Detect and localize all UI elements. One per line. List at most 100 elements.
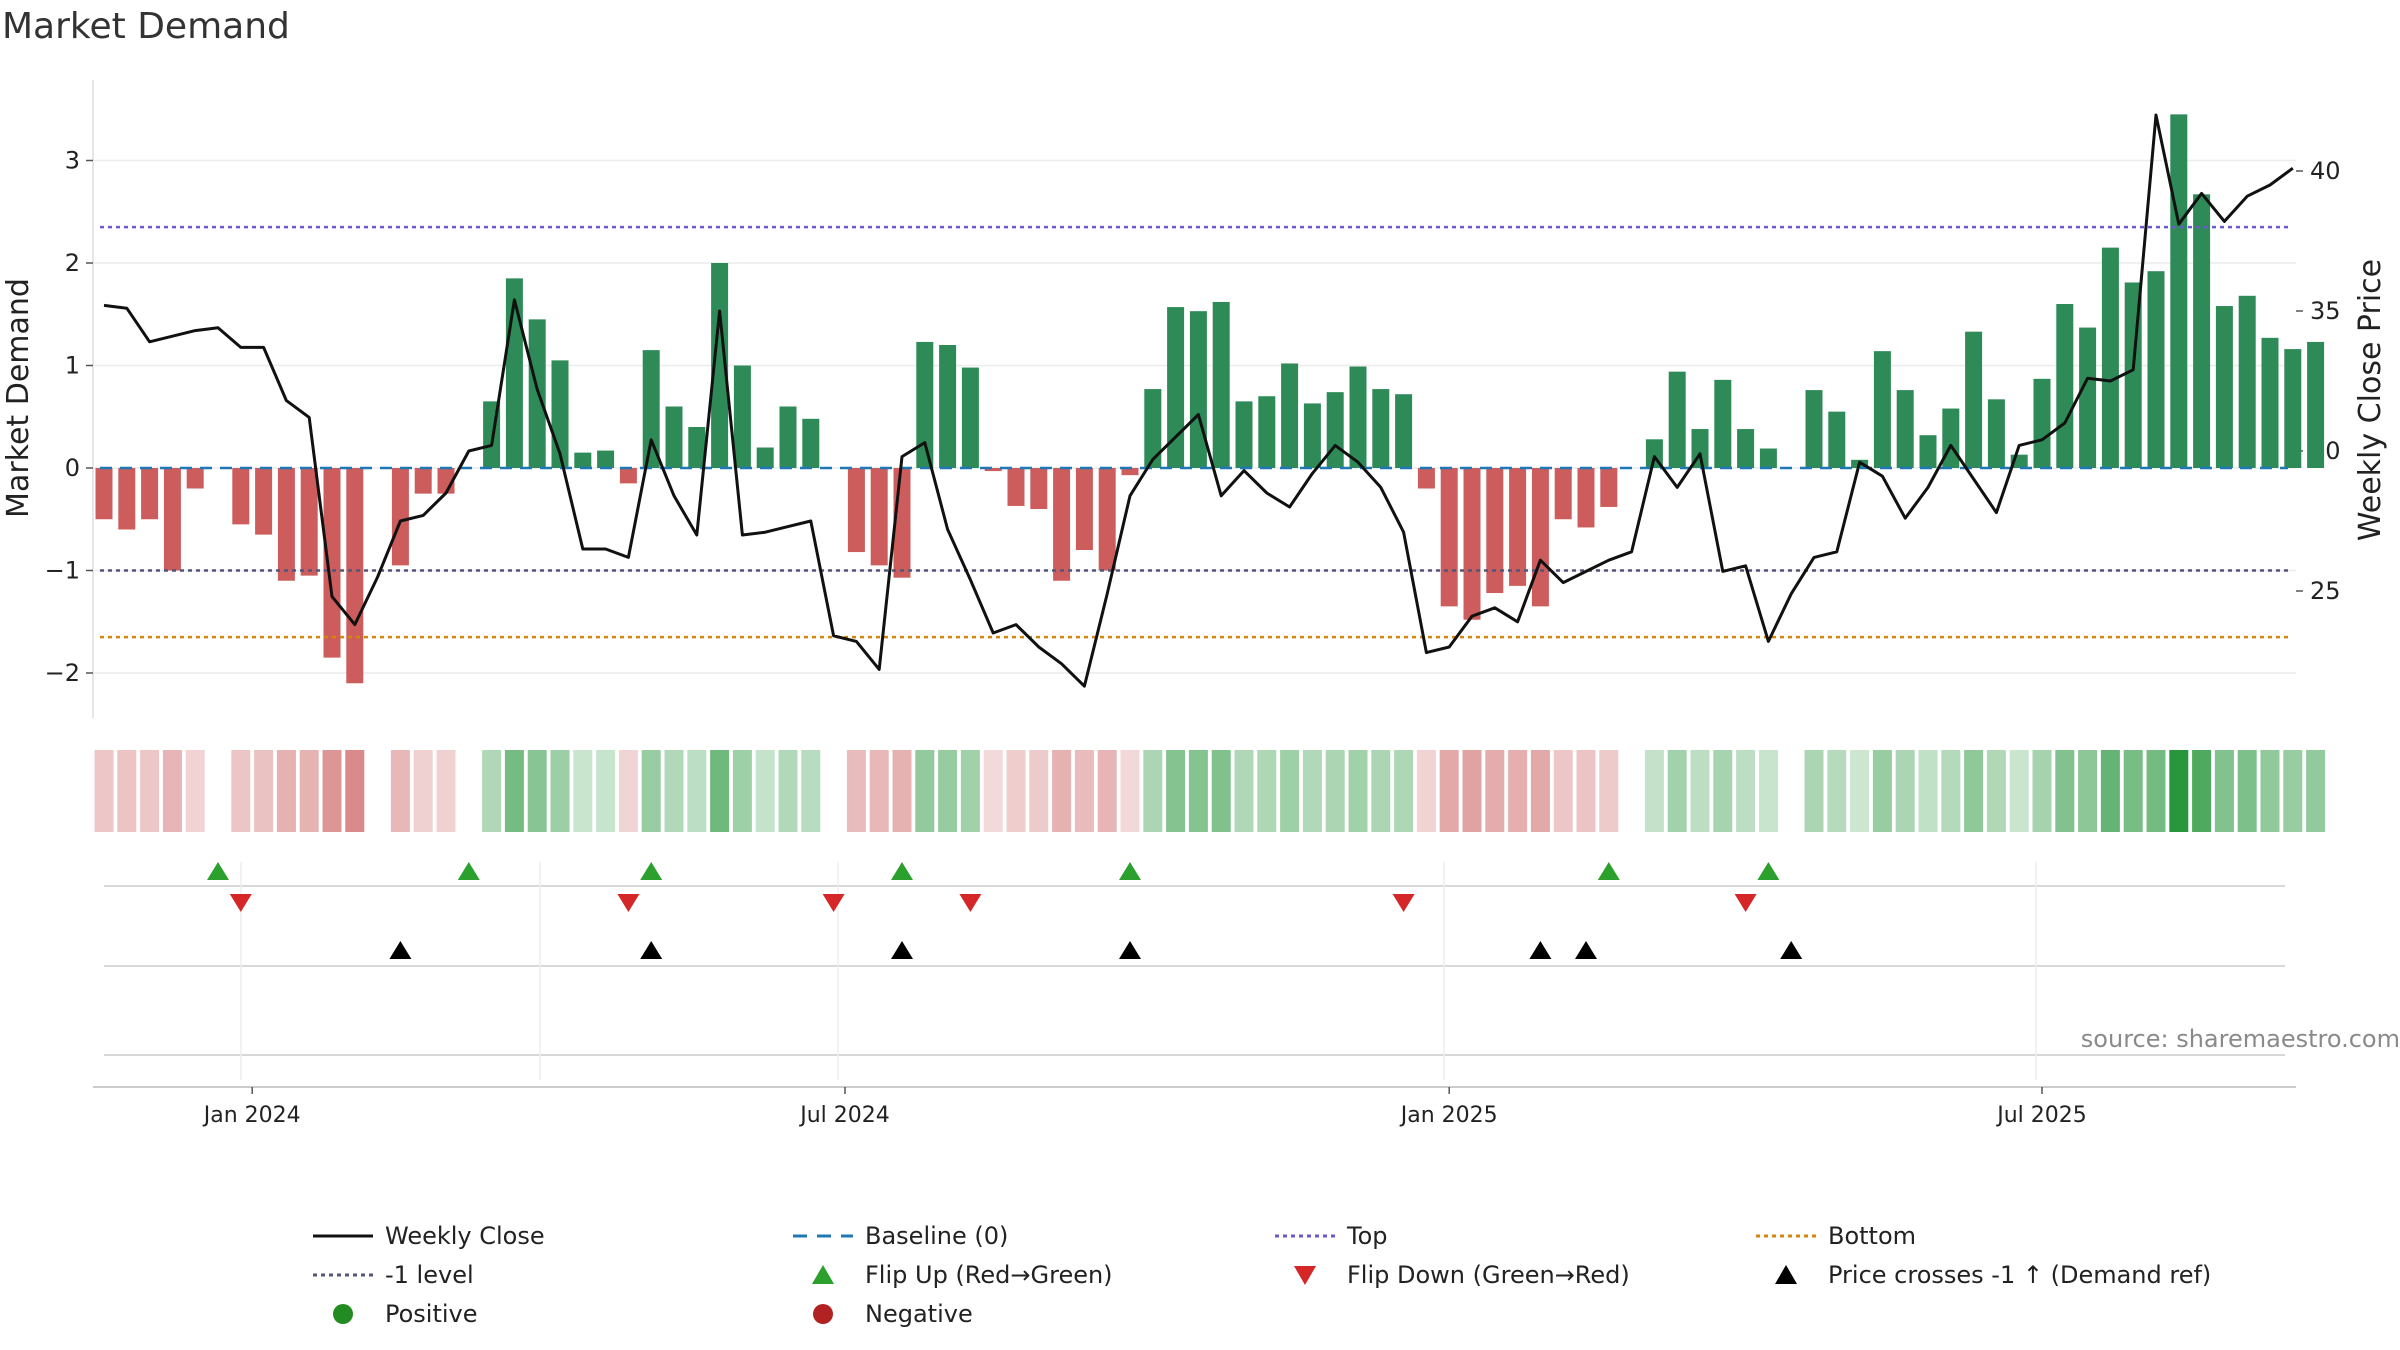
flip-up-marker (640, 862, 663, 880)
positive-demand-bar (1349, 366, 1367, 468)
heat-cell (1120, 750, 1140, 832)
x-tick-label: Jul 2024 (798, 1103, 890, 1128)
positive-demand-bar (2193, 194, 2211, 468)
negative-demand-bar (984, 468, 1002, 472)
legend-label: Flip Up (Red→Green) (865, 1261, 1113, 1289)
negative-demand-bar (118, 468, 136, 530)
heat-cell (846, 750, 866, 832)
heat-cell (710, 750, 730, 832)
legend-label: Weekly Close (385, 1222, 545, 1250)
negative-demand-bar (232, 468, 250, 525)
positive-demand-bar (1919, 435, 1937, 468)
heat-cell (1667, 750, 1687, 832)
negative-demand-bar (186, 468, 204, 489)
positive-demand-bar (802, 418, 820, 468)
positive-demand-bar (1896, 390, 1914, 468)
legend-label: Positive (385, 1300, 478, 1328)
y-tick-label-right: 35 (2310, 297, 2341, 325)
heat-cell (641, 750, 661, 832)
x-tick-label: Jan 2024 (202, 1103, 301, 1128)
positive-demand-bar (1714, 379, 1732, 468)
negative-demand-bar (255, 468, 273, 535)
negative-demand-bar (1007, 468, 1025, 506)
heat-cell (755, 750, 775, 832)
positive-demand-bar (2284, 349, 2302, 468)
heat-cell (2055, 750, 2075, 832)
positive-demand-bar (2033, 378, 2051, 468)
heat-cell (1576, 750, 1596, 832)
negative-demand-bar (1053, 468, 1071, 581)
flip-down-marker (1734, 894, 1757, 912)
positive-demand-bar (1326, 392, 1344, 468)
positive-demand-bar (1258, 396, 1276, 468)
negative-demand-bar (277, 468, 295, 581)
heat-cell (1599, 750, 1619, 832)
heat-cell (322, 750, 342, 832)
y-tick-label-left: 1 (65, 352, 80, 380)
flip-up-marker (1119, 862, 1141, 880)
heat-cell (504, 750, 524, 832)
heat-cell (618, 750, 638, 832)
heat-cell (1371, 750, 1391, 832)
y-tick-label-right: 40 (2310, 157, 2341, 185)
heat-cell (390, 750, 410, 832)
heat-cell (1006, 750, 1026, 832)
price-cross-marker (389, 941, 412, 959)
positive-demand-bar (1281, 363, 1299, 468)
heat-cell (1074, 750, 1094, 832)
y-tick-label-left: −2 (45, 659, 80, 687)
negative-demand-bar (1075, 468, 1093, 550)
flip-up-marker (891, 862, 913, 880)
negative-demand-bar (619, 468, 637, 484)
heat-cell (1918, 750, 1938, 832)
flip-up-marker (1597, 862, 1620, 880)
legend-label: Flip Down (Green→Red) (1347, 1261, 1630, 1289)
positive-demand-bar (1167, 307, 1185, 468)
flip-down-marker (229, 894, 252, 912)
legend-item: Negative (813, 1300, 973, 1328)
heat-cell (482, 750, 502, 832)
positive-demand-bar (756, 447, 774, 468)
heat-cell (1986, 750, 2006, 832)
price-cross-marker (1529, 941, 1552, 959)
heat-cell (983, 750, 1003, 832)
positive-demand-bar (2056, 304, 2074, 468)
heat-cell (1508, 750, 1528, 832)
legend-item: -1 level (313, 1261, 474, 1289)
positive-demand-bar (2079, 327, 2097, 468)
positive-demand-bar (642, 350, 660, 468)
positive-demand-bar (1987, 399, 2005, 468)
heat-cell (1166, 750, 1186, 832)
positive-demand-bar (1235, 401, 1253, 468)
legend-item: Flip Down (Green→Red) (1294, 1261, 1630, 1289)
heat-cell (1964, 750, 1984, 832)
heat-cell (1439, 750, 1459, 832)
legend-label: Negative (865, 1300, 973, 1328)
heat-cell (2078, 750, 2098, 832)
flip-down-marker (1392, 894, 1415, 912)
heat-cell (2237, 750, 2257, 832)
positive-demand-bar (1668, 371, 1686, 468)
positive-demand-bar (1189, 311, 1207, 468)
heat-cell (2192, 750, 2212, 832)
heat-cell (1530, 750, 1550, 832)
x-tick-label: Jan 2025 (1399, 1103, 1498, 1128)
positive-demand-bar (1965, 331, 1983, 468)
negative-demand-bar (1486, 468, 1504, 594)
heat-cell (892, 750, 912, 832)
heat-cell (1644, 750, 1664, 832)
legend-item: Positive (333, 1300, 478, 1328)
heat-cell (2123, 750, 2143, 832)
negative-demand-bar (1577, 468, 1595, 528)
positive-demand-bar (2261, 337, 2279, 468)
negative-demand-bar (1417, 468, 1435, 489)
negative-demand-bar (1030, 468, 1048, 509)
heat-cell (436, 750, 456, 832)
heat-cell (1097, 750, 1117, 832)
legend-item: Top (1275, 1222, 1388, 1250)
positive-demand-bar (1828, 411, 1846, 468)
legend-swatch-marker (1294, 1266, 1316, 1285)
positive-demand-bar (1737, 429, 1755, 468)
price-cross-marker (891, 941, 913, 959)
